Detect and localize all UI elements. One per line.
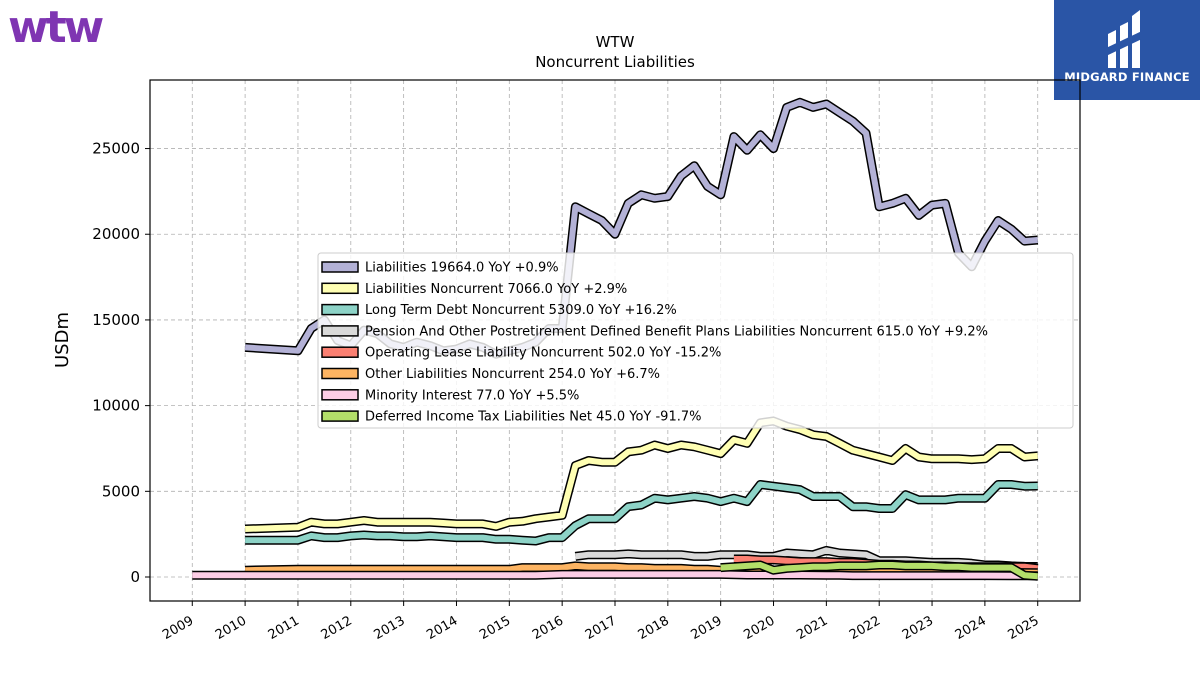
wtw-logo: wtw [8,2,104,53]
x-tick-label: 2014 [424,613,460,643]
x-tick-label: 2021 [794,613,830,643]
midgard-finance-logo: MIDGARD FINANCE [1054,0,1200,100]
legend-swatch [321,367,359,380]
x-tick-label: 2020 [741,613,777,643]
x-tick-label: 2011 [266,613,302,643]
legend-swatch [321,410,359,422]
x-tick-label: 2025 [1006,613,1042,643]
legend-entry-label: Liabilities 19664.0 YoY +0.9% [365,261,559,276]
legend-swatch [321,261,359,273]
midgard-finance-wordmark: MIDGARD FINANCE [1064,70,1190,84]
x-tick-label: 2012 [319,613,355,643]
legend-swatch [321,346,359,358]
x-tick-label: 2019 [689,613,725,643]
series-stroke [192,571,1038,579]
y-tick-label: 0 [130,568,140,586]
y-tick-label: 15000 [92,311,140,329]
series-line-7 [720,560,1039,581]
legend-entry-label: Other Liabilities Noncurrent 254.0 YoY +… [365,367,660,382]
y-tick-label: 5000 [102,482,140,500]
legend-entry-label: Long Term Debt Noncurrent 5309.0 YoY +16… [365,303,677,318]
series-line-1 [244,416,1039,534]
x-tick-label: 2009 [160,613,196,643]
legend-entry-label: Pension And Other Postretirement Defined… [365,324,988,339]
y-axis-label: USDm [52,312,73,368]
legend-entry-label: Deferred Income Tax Liabilities Net 45.0… [365,410,701,425]
x-tick-label: 2015 [477,613,513,643]
chart-title: WTW [596,33,635,51]
x-tick-label: 2024 [953,613,989,643]
x-tick-label: 2010 [213,613,249,643]
legend-entry-label: Minority Interest 77.0 YoY +5.5% [365,388,579,403]
y-tick-label: 25000 [92,140,140,158]
legend-swatch [321,389,359,401]
legend-swatch [321,303,359,316]
series-outline [244,416,1039,534]
chart-subtitle: Noncurrent Liabilities [535,53,695,71]
x-tick-label: 2018 [636,613,672,643]
x-tick-label: 2017 [583,613,619,643]
legend-swatch [321,282,359,295]
x-tick-label: 2016 [530,613,566,643]
x-tick-label: 2013 [371,613,407,643]
legend-swatch [321,325,359,337]
x-tick-label: 2023 [900,613,936,643]
midgard-emblem-icon [1106,10,1144,68]
legend: Liabilities 19664.0 YoY +0.9% Liabilities… [317,252,1074,429]
x-tick-label: 2022 [847,613,883,643]
series-line-2 [245,480,1038,546]
y-tick-label: 20000 [92,225,140,243]
legend-entry-label: Liabilities Noncurrent 7066.0 YoY +2.9% [365,282,627,297]
series-line-6 [192,569,1038,581]
y-tick-label: 10000 [92,397,140,415]
series-stroke [245,418,1038,532]
series-stroke [245,481,1038,544]
series-stroke [720,562,1038,580]
legend-box [317,252,1074,429]
legend-entry-label: Operating Lease Liability Noncurrent 502… [365,346,721,361]
